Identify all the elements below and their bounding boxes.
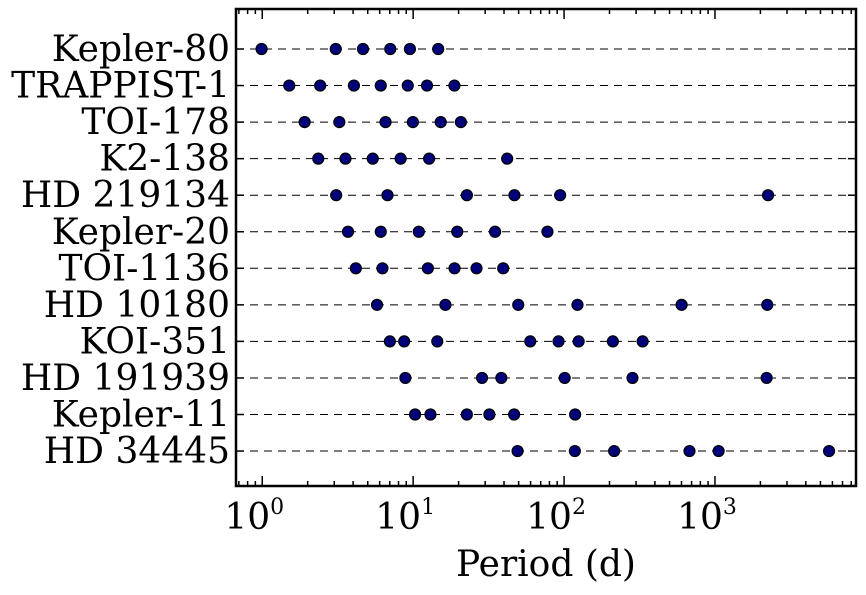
- data-point: [432, 42, 445, 56]
- data-point: [381, 189, 394, 202]
- x-tick-label: 100: [224, 495, 284, 538]
- data-point: [508, 408, 521, 421]
- data-point: [312, 152, 325, 165]
- data-point: [341, 225, 355, 238]
- data-point: [394, 152, 407, 165]
- data-point: [434, 115, 447, 129]
- data-point: [424, 408, 437, 421]
- data-point: [374, 225, 387, 238]
- data-point: [454, 115, 467, 129]
- data-point: [460, 189, 473, 202]
- data-point: [475, 371, 489, 385]
- data-point: [511, 444, 524, 458]
- data-point: [554, 189, 567, 202]
- data-point: [451, 225, 464, 238]
- data-point: [512, 298, 525, 311]
- category-label: TOI-1136: [58, 248, 230, 289]
- data-point: [683, 444, 696, 458]
- data-point: [524, 335, 537, 348]
- data-point: [488, 225, 502, 238]
- data-point: [439, 298, 452, 311]
- data-point: [423, 152, 436, 165]
- category-label: Kepler-20: [52, 212, 230, 253]
- data-point: [571, 298, 584, 311]
- data-point: [552, 335, 565, 348]
- data-point: [384, 42, 397, 56]
- category-label: TRAPPIST-1: [11, 66, 230, 107]
- x-axis-title: Period (d): [456, 544, 636, 585]
- data-point: [329, 42, 342, 56]
- data-point: [370, 298, 384, 311]
- data-points: [255, 42, 836, 458]
- data-point: [366, 152, 379, 165]
- data-point: [420, 79, 434, 92]
- data-point: [448, 79, 461, 92]
- data-point: [495, 371, 508, 385]
- data-point: [356, 42, 370, 56]
- data-point: [572, 335, 585, 348]
- data-point: [541, 225, 554, 238]
- data-point: [460, 408, 473, 421]
- category-label: HD 10180: [44, 285, 230, 326]
- data-point: [314, 79, 327, 92]
- data-point: [399, 371, 412, 385]
- data-point: [403, 42, 417, 56]
- data-point: [374, 79, 387, 92]
- category-label: KOI-351: [79, 321, 230, 362]
- data-point: [569, 408, 582, 421]
- data-point: [333, 115, 346, 129]
- data-point: [401, 79, 414, 92]
- data-point: [339, 152, 352, 165]
- data-point: [349, 262, 362, 275]
- data-point: [412, 225, 425, 238]
- data-point: [376, 262, 389, 275]
- category-label: HD 34445: [44, 431, 230, 472]
- data-point: [501, 152, 514, 165]
- data-point: [431, 335, 444, 348]
- category-label: HD 219134: [21, 175, 230, 216]
- data-point: [255, 42, 268, 56]
- data-point: [558, 371, 571, 385]
- data-point: [347, 79, 361, 92]
- data-point: [470, 262, 483, 275]
- data-point: [379, 115, 392, 129]
- data-point: [298, 115, 311, 129]
- data-point: [761, 189, 775, 202]
- data-point: [421, 262, 434, 275]
- x-tick-labels: 100 101 102 103: [224, 495, 737, 538]
- data-point: [383, 335, 396, 348]
- data-point: [822, 444, 836, 458]
- data-point: [626, 371, 639, 385]
- data-point: [406, 115, 419, 129]
- data-point: [497, 262, 510, 275]
- x-tick-label: 102: [526, 495, 586, 538]
- data-point: [568, 444, 581, 458]
- data-point: [283, 79, 296, 92]
- category-label: Kepler-11: [52, 395, 230, 436]
- x-tick-label: 101: [375, 495, 435, 538]
- data-point: [712, 444, 725, 458]
- x-tick-label: 103: [677, 495, 737, 538]
- category-label: HD 191939: [21, 358, 230, 399]
- data-point: [675, 298, 688, 311]
- plot-frame: [234, 7, 858, 488]
- data-point: [608, 444, 621, 458]
- axis-ticks: [236, 9, 856, 486]
- data-point: [760, 371, 773, 385]
- data-point: [761, 298, 774, 311]
- data-point: [636, 335, 649, 348]
- data-point: [448, 262, 461, 275]
- data-point: [483, 408, 496, 421]
- category-label: Kepler-80: [52, 29, 230, 70]
- data-point: [408, 408, 422, 421]
- data-point: [606, 335, 619, 348]
- data-point: [330, 189, 343, 202]
- category-label: TOI-178: [81, 102, 230, 143]
- category-label: K2-138: [99, 139, 230, 180]
- data-point: [398, 335, 411, 348]
- data-point: [508, 189, 521, 202]
- gridlines: [236, 48, 856, 452]
